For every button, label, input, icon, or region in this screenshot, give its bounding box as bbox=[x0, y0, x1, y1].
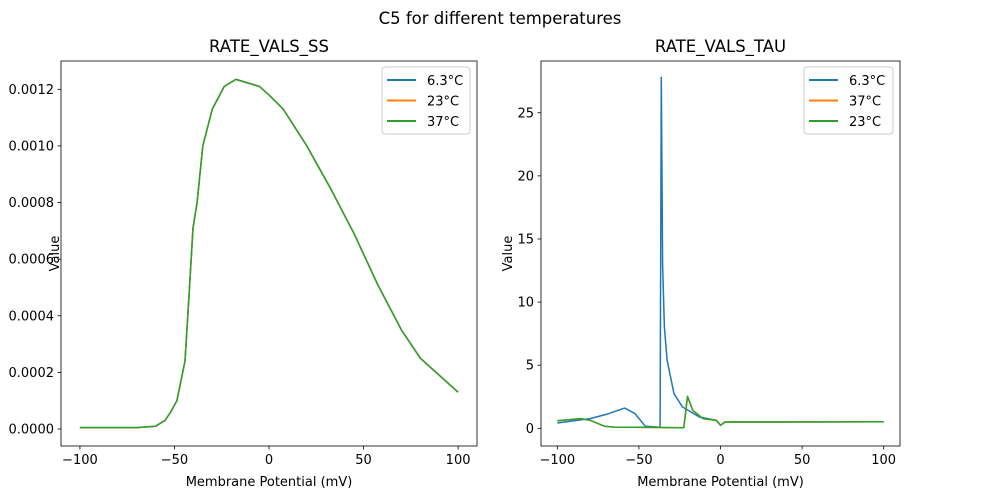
y-tick-label: 0.0002 bbox=[9, 366, 55, 381]
x-tick-label: −50 bbox=[161, 453, 188, 468]
y-tick-label: 0.0006 bbox=[9, 253, 55, 268]
y-axis-label: Value bbox=[501, 236, 516, 272]
x-axis-label: Membrane Potential (mV) bbox=[186, 475, 353, 490]
subplot-title: RATE_VALS_TAU bbox=[655, 37, 786, 57]
x-tick-label: −100 bbox=[539, 453, 575, 468]
x-tick-label: −100 bbox=[62, 453, 98, 468]
subplot-1: RATE_VALS_TAU −100 −50 0 50 100 0 5 10 15 20 25 Memb… bbox=[501, 37, 901, 490]
series-line-2 bbox=[79, 78, 459, 429]
legend-box bbox=[803, 66, 894, 135]
legend: 6.3°C 23°C 37°C bbox=[381, 66, 471, 135]
x-tick-label: 0 bbox=[716, 453, 724, 468]
y-tick-label: 20 bbox=[517, 169, 534, 184]
x-axis-label: Membrane Potential (mV) bbox=[637, 475, 804, 490]
legend-label: 6.3°C bbox=[849, 74, 885, 89]
legend-label: 6.3°C bbox=[427, 74, 463, 89]
x-tick-label: 50 bbox=[794, 453, 811, 468]
y-tick-label: 5 bbox=[526, 359, 534, 374]
y-tick-label: 0.0000 bbox=[9, 423, 55, 438]
x-tick-label: 0 bbox=[265, 453, 273, 468]
y-axis-label: Value bbox=[48, 236, 63, 272]
x-tick-label: 50 bbox=[355, 453, 372, 468]
y-tick-label: 25 bbox=[517, 106, 534, 121]
subplot-title: RATE_VALS_SS bbox=[209, 37, 329, 57]
y-tick-label: 0.0008 bbox=[9, 196, 55, 211]
y-tick-label: 0.0012 bbox=[9, 83, 55, 98]
legend-label: 23°C bbox=[849, 115, 881, 130]
y-tick-label: 0.0004 bbox=[9, 309, 55, 324]
legend-label: 37°C bbox=[427, 115, 459, 130]
y-tick-label: 0 bbox=[526, 422, 534, 437]
legend-box bbox=[381, 66, 471, 135]
legend-label: 37°C bbox=[849, 95, 881, 110]
legend-label: 23°C bbox=[427, 95, 459, 110]
figure-title: C5 for different temperatures bbox=[379, 9, 622, 28]
x-tick-label: −50 bbox=[625, 453, 652, 468]
y-tick-label: 10 bbox=[517, 296, 534, 311]
x-tick-label: 100 bbox=[446, 453, 471, 468]
series-line-2 bbox=[557, 395, 884, 429]
x-tick-label: 100 bbox=[871, 453, 896, 468]
y-tick-label: 15 bbox=[517, 232, 534, 247]
series-line-1 bbox=[557, 395, 884, 429]
legend: 6.3°C 37°C 23°C bbox=[803, 66, 894, 135]
y-tick-label: 0.0010 bbox=[9, 139, 55, 154]
subplot-0: RATE_VALS_SS −100 −50 0 50 100 0.0000 0.0002 0.0… bbox=[9, 37, 478, 490]
